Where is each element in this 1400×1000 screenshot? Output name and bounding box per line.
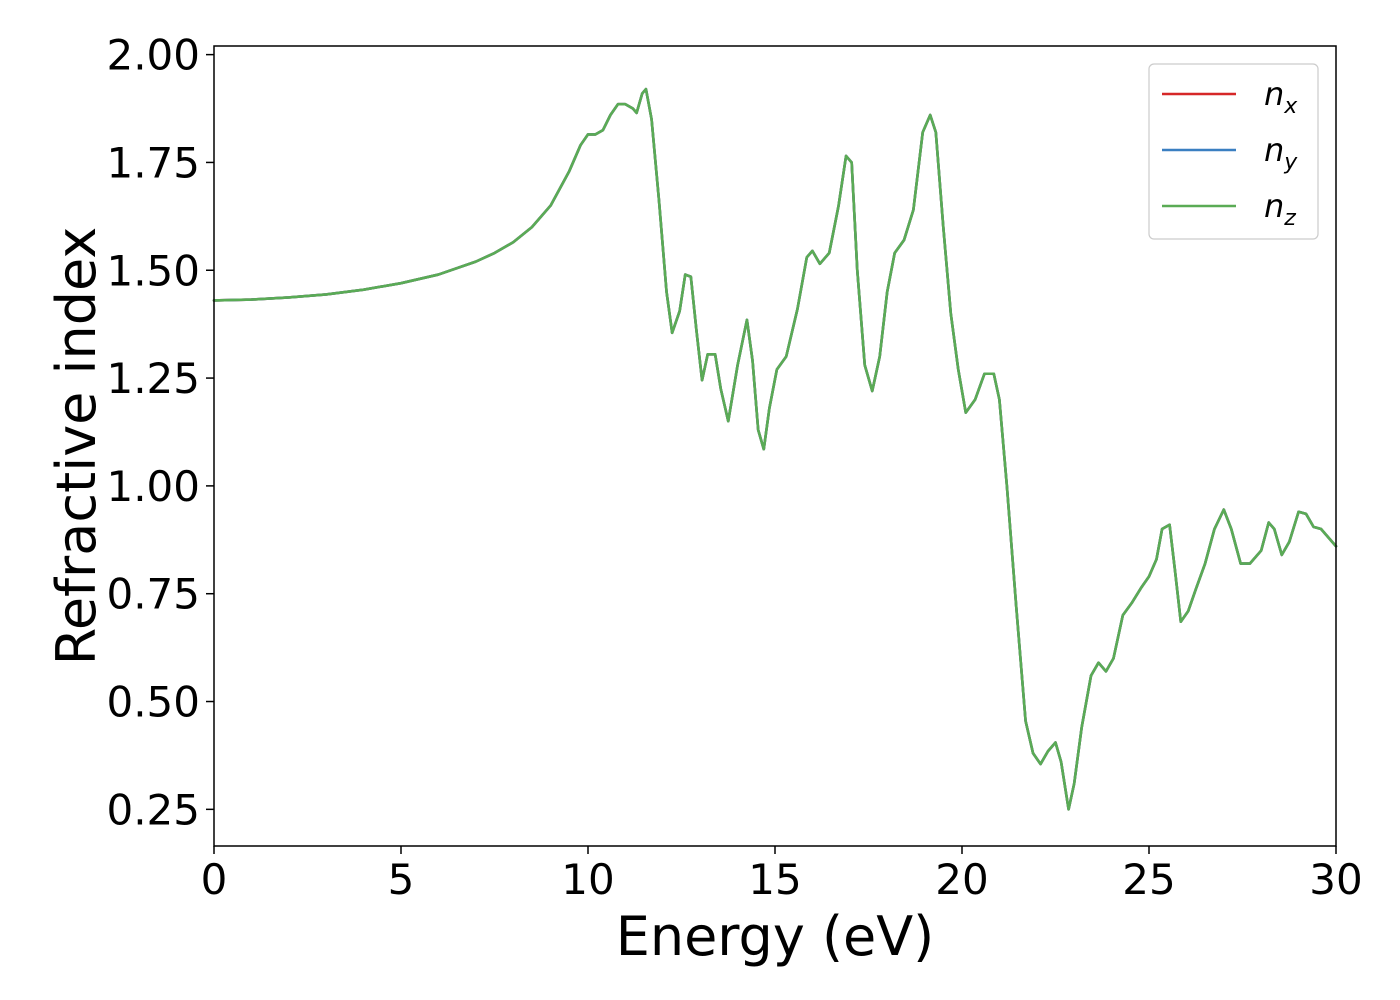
x-tick-label: 10 bbox=[561, 855, 614, 904]
x-tick-label: 25 bbox=[1122, 855, 1175, 904]
x-tick-label: 20 bbox=[935, 855, 988, 904]
y-tick-label: 1.00 bbox=[106, 462, 200, 511]
series-layer bbox=[212, 87, 1338, 811]
legend-label-n-z: nz bbox=[1264, 187, 1296, 231]
y-tick-label: 0.50 bbox=[106, 678, 200, 727]
y-tick-label: 1.25 bbox=[106, 354, 200, 403]
y-axis-label: Refractive index bbox=[45, 227, 108, 666]
y-tick-label: 0.75 bbox=[106, 570, 200, 619]
y-tick-label: 0.25 bbox=[106, 785, 200, 834]
x-tick-label: 15 bbox=[748, 855, 801, 904]
legend-box bbox=[1148, 63, 1319, 240]
x-axis-label: Energy (eV) bbox=[616, 905, 935, 968]
x-tick-label: 5 bbox=[388, 855, 415, 904]
x-tick-label: 0 bbox=[201, 855, 228, 904]
y-tick-label: 1.75 bbox=[106, 138, 200, 187]
y-tick-label: 2.00 bbox=[106, 31, 200, 80]
x-tick-label: 30 bbox=[1309, 855, 1362, 904]
legend: nx ny nz bbox=[1148, 63, 1319, 240]
series-line-n-z bbox=[212, 87, 1338, 811]
y-tick-label: 1.50 bbox=[106, 246, 200, 295]
legend-label-n-y: ny bbox=[1264, 131, 1298, 175]
legend-label-n-x: nx bbox=[1264, 75, 1298, 119]
ticks-layer: 0 5 10 15 20 25 30 0.25 0.50 0.75 1.00 1.25 1.50 1.75… bbox=[106, 31, 1362, 904]
